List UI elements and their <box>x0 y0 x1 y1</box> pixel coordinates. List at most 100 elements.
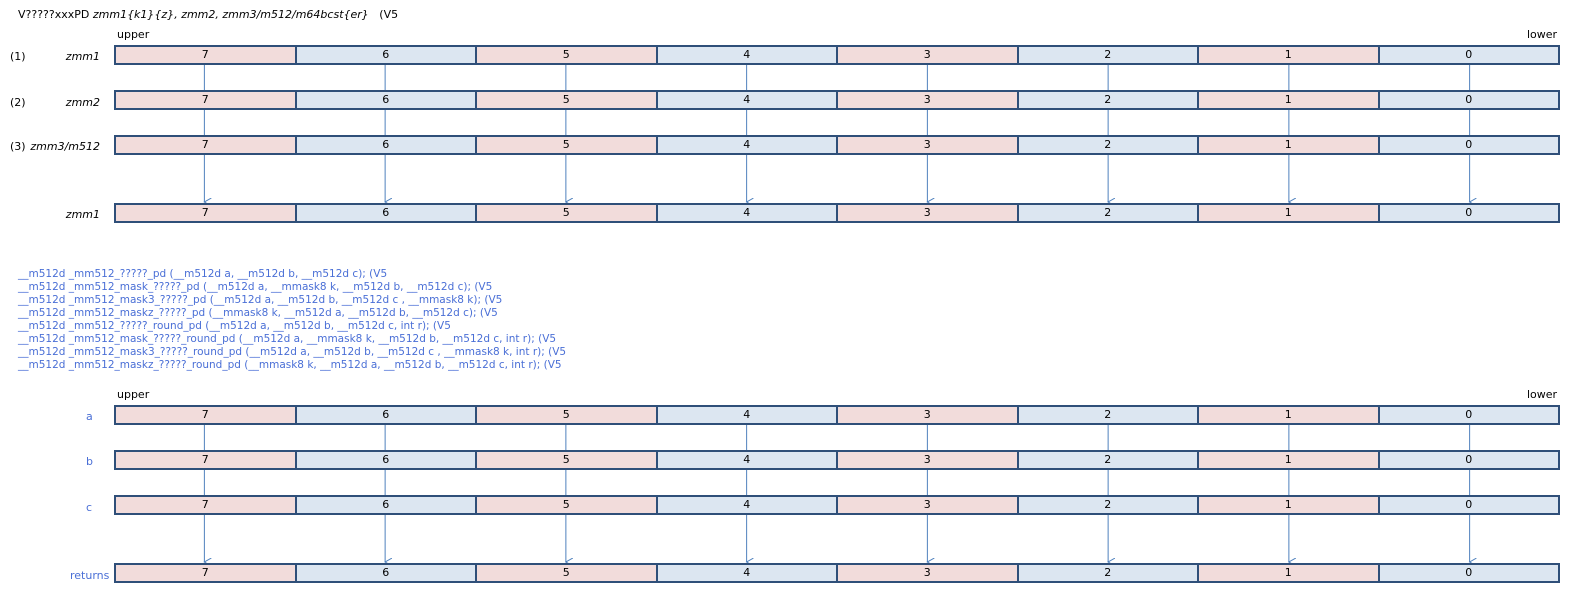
register-element: 1 <box>1199 137 1380 153</box>
register-element: 0 <box>1379 137 1558 153</box>
register-element: 5 <box>477 47 658 63</box>
register-element: 2 <box>1018 137 1199 153</box>
register-element: 6 <box>296 407 477 423</box>
register-element: 5 <box>477 205 658 221</box>
register-element: 3 <box>838 205 1019 221</box>
prototype-line: __m512d _mm512_mask3_?????_pd (__m512d a… <box>18 294 503 306</box>
register-element: 2 <box>1018 565 1199 581</box>
register-element: 2 <box>1018 92 1199 108</box>
top-upper-label: upper <box>117 28 150 41</box>
register-element: 2 <box>1018 407 1199 423</box>
register-element: 7 <box>116 452 297 468</box>
instruction-extension: (V5 <box>379 8 399 21</box>
register-element: 7 <box>116 565 297 581</box>
prototype-line: __m512d _mm512_?????_round_pd (__m512d a… <box>18 320 451 332</box>
register-element: 2 <box>1018 47 1199 63</box>
register-element: 5 <box>477 497 658 513</box>
prototype-line: __m512d _mm512_mask_?????_round_pd (__m5… <box>18 333 557 345</box>
param-label-a: a <box>86 410 93 423</box>
register-element: 4 <box>657 205 838 221</box>
register-element: 0 <box>1379 47 1558 63</box>
register-element: 4 <box>657 92 838 108</box>
register-label-zmm1: zmm1 <box>65 50 100 63</box>
register-element: 5 <box>477 565 658 581</box>
register-element: 4 <box>657 47 838 63</box>
register-element: 7 <box>116 205 297 221</box>
register-element: 4 <box>657 137 838 153</box>
register-element: 4 <box>657 407 838 423</box>
prototype-line: __m512d _mm512_mask3_?????_round_pd (__m… <box>18 346 567 358</box>
register-element: 4 <box>657 565 838 581</box>
register-element: 6 <box>296 137 477 153</box>
register-element: 7 <box>116 137 297 153</box>
instruction-title: V?????xxxPD zmm1{k1}{z}, zmm2, zmm3/m512… <box>18 8 398 21</box>
register-element: 6 <box>296 92 477 108</box>
register-element: 5 <box>477 452 658 468</box>
register-element: 5 <box>477 407 658 423</box>
register-element: 6 <box>296 452 477 468</box>
register-element: 1 <box>1199 47 1380 63</box>
row-number-3: (3) <box>10 140 26 153</box>
register-element: 3 <box>838 407 1019 423</box>
register-label-zmm2: zmm2 <box>65 96 100 109</box>
row-number-1: (1) <box>10 50 26 63</box>
register-element: 3 <box>838 92 1019 108</box>
register-element: 1 <box>1199 92 1380 108</box>
row-number-2: (2) <box>10 96 26 109</box>
register-element: 3 <box>838 47 1019 63</box>
instruction-operands: zmm1{k1}{z}, zmm2, zmm3/m512/m64bcst{er} <box>92 8 369 21</box>
register-element: 1 <box>1199 205 1380 221</box>
register-element: 1 <box>1199 497 1380 513</box>
register-element: 2 <box>1018 205 1199 221</box>
register-element: 6 <box>296 47 477 63</box>
top-lower-label: lower <box>1527 28 1558 41</box>
register-element: 1 <box>1199 565 1380 581</box>
prototype-line: __m512d _mm512_mask_?????_pd (__m512d a,… <box>18 281 493 293</box>
register-element: 3 <box>838 452 1019 468</box>
param-label-b: b <box>86 455 93 468</box>
register-element: 4 <box>657 497 838 513</box>
register-label-zmm3-m512: zmm3/m512 <box>30 140 100 153</box>
register-element: 6 <box>296 497 477 513</box>
param-label-returns: returns <box>70 569 110 582</box>
register-element: 3 <box>838 565 1019 581</box>
register-element: 3 <box>838 137 1019 153</box>
register-element: 3 <box>838 497 1019 513</box>
register-element: 0 <box>1379 452 1558 468</box>
param-label-c: c <box>86 501 93 514</box>
register-element: 6 <box>296 565 477 581</box>
register-element: 5 <box>477 92 658 108</box>
instruction-mnemonic: V?????xxxPD <box>18 8 90 21</box>
register-element: 2 <box>1018 452 1199 468</box>
register-element: 0 <box>1379 565 1558 581</box>
prototype-line: __m512d _mm512_maskz_?????_pd (__mmask8 … <box>18 307 498 319</box>
register-element: 0 <box>1379 497 1558 513</box>
prototype-line: __m512d _mm512_?????_pd (__m512d a, __m5… <box>18 268 388 280</box>
bottom-upper-label: upper <box>117 388 150 401</box>
register-element: 2 <box>1018 497 1199 513</box>
register-element: 6 <box>296 205 477 221</box>
register-element: 0 <box>1379 205 1558 221</box>
register-element: 7 <box>116 407 297 423</box>
register-element: 1 <box>1199 407 1380 423</box>
bottom-lower-label: lower <box>1527 388 1558 401</box>
register-element: 7 <box>116 497 297 513</box>
prototype-line: __m512d _mm512_maskz_?????_round_pd (__m… <box>18 359 562 371</box>
register-element: 0 <box>1379 92 1558 108</box>
register-element: 5 <box>477 137 658 153</box>
register-element: 1 <box>1199 452 1380 468</box>
register-label-zmm1-result: zmm1 <box>65 208 100 221</box>
register-element: 7 <box>116 92 297 108</box>
register-element: 0 <box>1379 407 1558 423</box>
register-element: 4 <box>657 452 838 468</box>
register-element: 7 <box>116 47 297 63</box>
